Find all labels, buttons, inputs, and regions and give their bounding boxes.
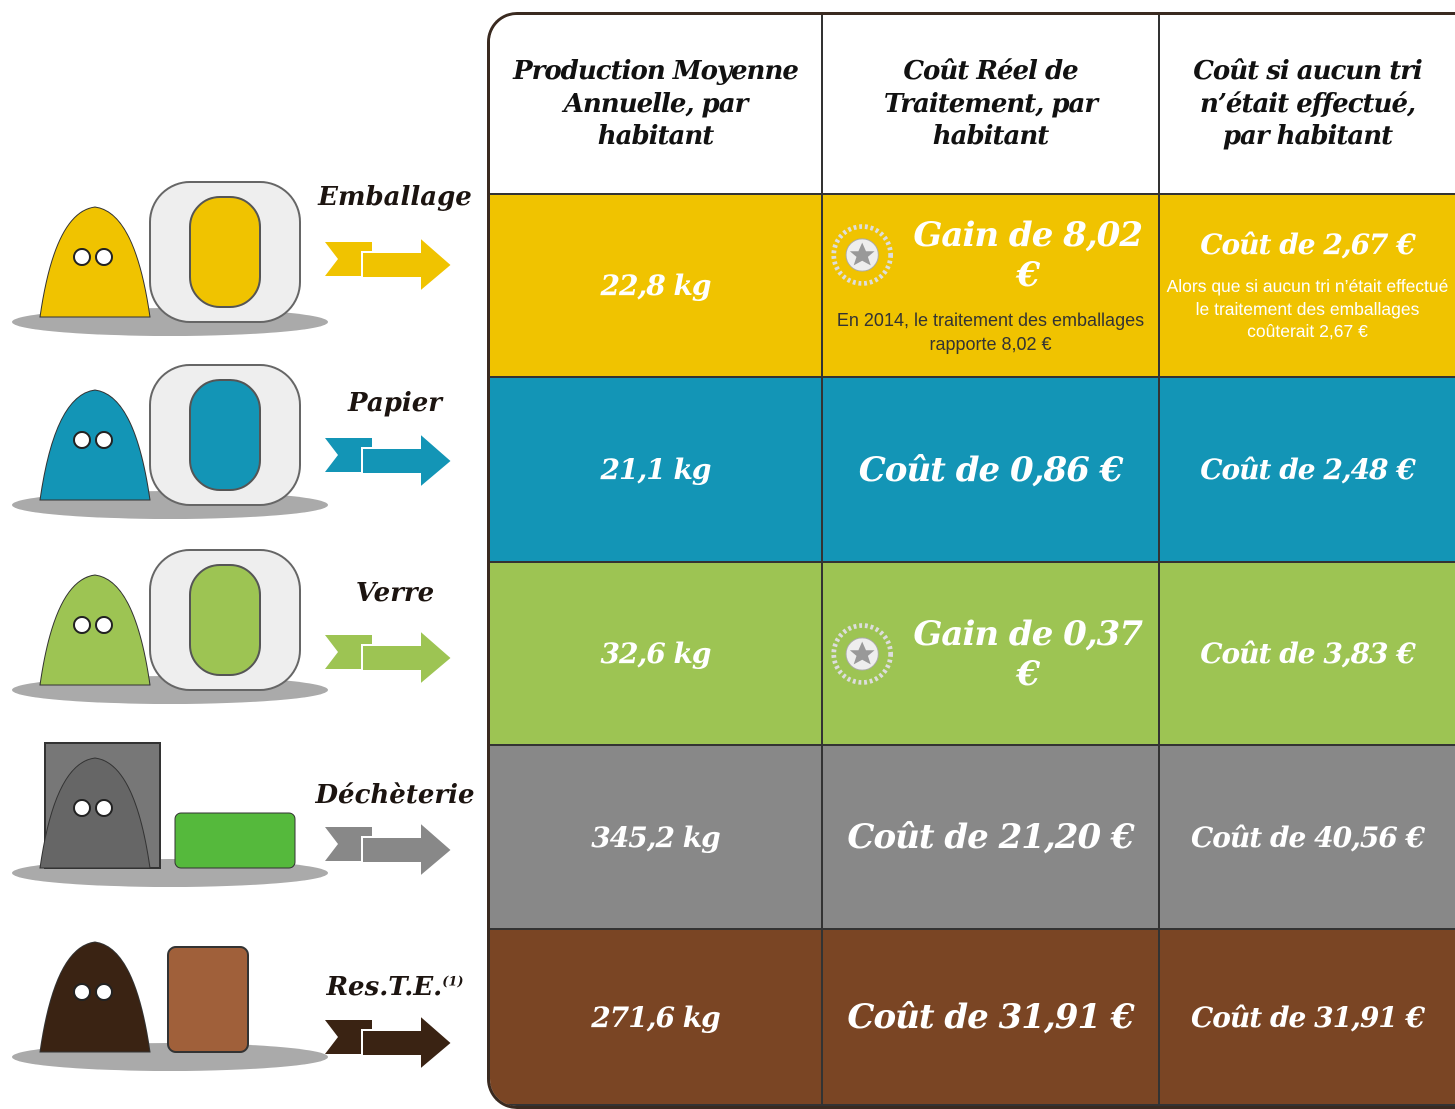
production-cell: 21,1 kg xyxy=(490,378,823,563)
eye xyxy=(74,800,90,816)
real-cost-note: En 2014, le traitement des emballages ra… xyxy=(829,309,1152,356)
real-cost-cell: Gain de 0,37 € xyxy=(823,563,1160,746)
row-label-note: (1) xyxy=(442,974,463,989)
no-sort-cost: Coût de 2,67 € xyxy=(1200,228,1415,261)
production-cell: 271,6 kg xyxy=(490,930,823,1106)
eye xyxy=(96,800,112,816)
arrow-head xyxy=(362,237,452,292)
production-cell: 32,6 kg xyxy=(490,563,823,746)
no-sort-cost-cell: Coût de 31,91 € xyxy=(1160,930,1455,1106)
row-label-text: Res.T.E. xyxy=(326,972,442,1002)
eye xyxy=(96,432,112,448)
real-cost: Gain de 0,37 € xyxy=(829,614,1152,694)
eye xyxy=(74,432,90,448)
no-sort-cost-note: Alors que si aucun tri n’était effectué … xyxy=(1166,275,1449,343)
illustrations xyxy=(0,0,480,1106)
eye xyxy=(96,617,112,633)
real-cost-value: Gain de 8,02 € xyxy=(903,215,1152,295)
container-window xyxy=(190,197,260,307)
eye xyxy=(74,617,90,633)
row-label-text: Papier xyxy=(348,388,442,418)
container-window xyxy=(190,380,260,490)
no-sort-cost-cell: Coût de 40,56 € xyxy=(1160,746,1455,930)
no-sort-cost-cell: Coût de 3,83 € xyxy=(1160,563,1455,746)
character xyxy=(40,575,150,685)
no-sort-cost: Coût de 2,48 € xyxy=(1200,453,1415,486)
no-sort-cost-cell: Coût de 2,48 € xyxy=(1160,378,1455,563)
production-cell: 22,8 kg xyxy=(490,195,823,378)
real-cost-value: Coût de 0,86 € xyxy=(859,450,1123,490)
real-cost-value: Coût de 21,20 € xyxy=(847,817,1133,857)
eye xyxy=(74,984,90,1000)
container-window xyxy=(190,565,260,675)
row-label: Res.T.E.(1) xyxy=(326,972,463,1002)
character xyxy=(40,207,150,317)
row-label: Verre xyxy=(356,578,434,608)
arrow-head xyxy=(362,822,452,877)
wheelie-bin xyxy=(168,947,248,1052)
row-label: Déchèterie xyxy=(315,780,474,810)
bin-green xyxy=(175,813,295,868)
header-cell: Coût Réel de Traitement, par habitant xyxy=(823,15,1160,195)
eye xyxy=(96,249,112,265)
arrow-head xyxy=(362,630,452,685)
character xyxy=(40,942,150,1052)
star-icon xyxy=(829,220,895,290)
character xyxy=(40,390,150,500)
cost-table: Production Moyenne Annuelle, par habitan… xyxy=(487,12,1455,1109)
real-cost-cell: Coût de 31,91 € xyxy=(823,930,1160,1106)
real-cost: Coût de 0,86 € xyxy=(859,450,1123,490)
row-label-text: Déchèterie xyxy=(315,780,474,810)
row-label: Emballage xyxy=(318,182,472,212)
page: Emballage Papier Verre Déchèterie Res.T.E.(1… xyxy=(0,0,1455,1106)
no-sort-cost-cell: Coût de 2,67 € Alors que si aucun tri n’é… xyxy=(1160,195,1455,378)
no-sort-cost: Coût de 3,83 € xyxy=(1200,637,1415,670)
real-cost-cell: Coût de 21,20 € xyxy=(823,746,1160,930)
real-cost: Coût de 21,20 € xyxy=(847,817,1133,857)
production-cell: 345,2 kg xyxy=(490,746,823,930)
eye xyxy=(96,984,112,1000)
real-cost: Gain de 8,02 € xyxy=(829,215,1152,295)
row-label: Papier xyxy=(348,388,442,418)
no-sort-cost: Coût de 40,56 € xyxy=(1191,821,1424,854)
arrow-head xyxy=(362,433,452,488)
real-cost-value: Coût de 31,91 € xyxy=(847,997,1133,1037)
real-cost: Coût de 31,91 € xyxy=(847,997,1133,1037)
star-icon xyxy=(829,619,895,689)
real-cost-value: Gain de 0,37 € xyxy=(903,614,1152,694)
header-cell: Production Moyenne Annuelle, par habitan… xyxy=(490,15,823,195)
row-label-text: Verre xyxy=(356,578,434,608)
header-cell: Coût si aucun tri n’était effectué, par … xyxy=(1160,15,1455,195)
real-cost-cell: Coût de 0,86 € xyxy=(823,378,1160,563)
arrow-head xyxy=(362,1015,452,1070)
eye xyxy=(74,249,90,265)
row-label-text: Emballage xyxy=(318,182,472,212)
no-sort-cost: Coût de 31,91 € xyxy=(1191,1001,1424,1034)
real-cost-cell: Gain de 8,02 € En 2014, le traitement des… xyxy=(823,195,1160,378)
